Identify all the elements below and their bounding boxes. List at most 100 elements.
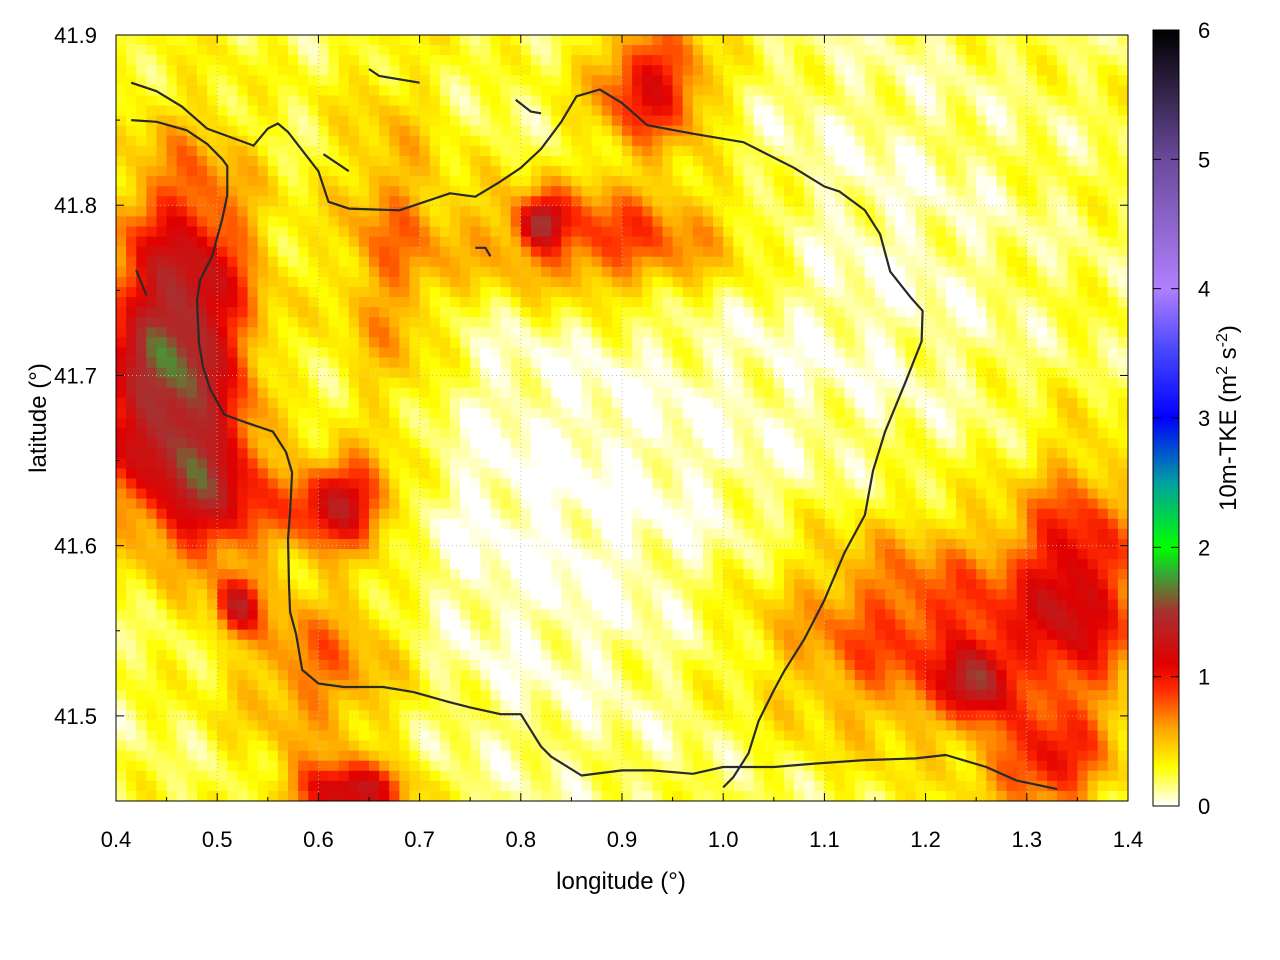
- heatmap-cell: [652, 710, 664, 721]
- heatmap-cell: [622, 327, 633, 338]
- heatmap-cell: [358, 569, 370, 580]
- heatmap-cell: [490, 226, 502, 238]
- heatmap-cell: [480, 55, 492, 66]
- heatmap-cell: [520, 448, 532, 459]
- heatmap-cell: [682, 347, 694, 359]
- heatmap-cell: [338, 639, 350, 651]
- heatmap-cell: [217, 780, 228, 792]
- heatmap-cell: [611, 508, 623, 520]
- heatmap-cell: [733, 629, 745, 641]
- heatmap-cell: [328, 216, 340, 228]
- heatmap-cell: [369, 609, 380, 621]
- heatmap-cell: [146, 438, 158, 449]
- heatmap-cell: [632, 710, 643, 721]
- heatmap-cell: [348, 700, 360, 711]
- heatmap-cell: [510, 720, 522, 732]
- heatmap-cell: [277, 780, 289, 792]
- heatmap-cell: [288, 55, 299, 66]
- heatmap-cell: [773, 528, 785, 540]
- heatmap-cell: [439, 357, 451, 369]
- heatmap-cell: [126, 468, 137, 480]
- heatmap-cell: [116, 186, 127, 197]
- heatmap-cell: [601, 347, 613, 359]
- heatmap-cell: [227, 538, 239, 550]
- heatmap-cell: [419, 549, 431, 560]
- heatmap-cell: [551, 75, 562, 86]
- heatmap-cell: [217, 226, 228, 238]
- heatmap-cell: [136, 790, 147, 801]
- heatmap-cell: [460, 407, 471, 419]
- heatmap-cell: [298, 125, 309, 137]
- heatmap-cell: [348, 377, 360, 389]
- heatmap-cell: [581, 327, 593, 338]
- heatmap-cell: [227, 377, 239, 389]
- heatmap-cell: [642, 790, 653, 801]
- heatmap-cell: [642, 498, 653, 510]
- heatmap-cell: [551, 216, 562, 228]
- heatmap-cell: [176, 105, 188, 117]
- heatmap-cell: [530, 397, 542, 409]
- heatmap-cell: [429, 246, 441, 258]
- heatmap-cell: [146, 538, 158, 550]
- heatmap-cell: [419, 589, 431, 601]
- heatmap-cell: [561, 276, 572, 288]
- heatmap-cell: [672, 690, 684, 701]
- heatmap-cell: [196, 35, 208, 46]
- heatmap-cell: [713, 407, 724, 419]
- heatmap-cell: [581, 720, 593, 732]
- heatmap-cell: [500, 307, 512, 318]
- heatmap-cell: [510, 327, 522, 338]
- heatmap-cell: [136, 629, 147, 641]
- heatmap-cell: [196, 206, 208, 218]
- heatmap-cell: [773, 357, 785, 369]
- heatmap-cell: [713, 85, 724, 97]
- heatmap-cell: [601, 286, 613, 298]
- heatmap-cell: [500, 579, 512, 590]
- heatmap-cell: [439, 327, 451, 338]
- heatmap-cell: [429, 397, 441, 409]
- heatmap-cell: [196, 700, 208, 711]
- heatmap-cell: [328, 327, 340, 338]
- heatmap-cell: [237, 629, 249, 641]
- heatmap-cell: [591, 770, 603, 782]
- heatmap-cell: [217, 438, 228, 449]
- heatmap-cell: [713, 196, 724, 207]
- heatmap-cell: [460, 659, 471, 671]
- heatmap-cell: [257, 549, 269, 560]
- heatmap-cell: [237, 186, 249, 197]
- heatmap-cell: [358, 458, 370, 469]
- heatmap-cell: [449, 35, 461, 46]
- heatmap-cell: [449, 317, 461, 328]
- heatmap-cell: [247, 559, 259, 570]
- heatmap-cell: [116, 377, 127, 389]
- heatmap-cell: [682, 337, 694, 349]
- heatmap-cell: [409, 720, 421, 732]
- heatmap-cell: [439, 367, 451, 379]
- heatmap-cell: [702, 770, 714, 782]
- heatmap-cell: [429, 337, 441, 349]
- heatmap-cell: [460, 307, 471, 318]
- heatmap-cell: [207, 155, 218, 167]
- heatmap-cell: [338, 347, 350, 359]
- heatmap-cell: [591, 549, 603, 560]
- heatmap-cell: [763, 186, 775, 197]
- heatmap-cell: [328, 266, 340, 278]
- heatmap-cell: [348, 206, 360, 218]
- heatmap-cell: [389, 680, 400, 691]
- heatmap-cell: [379, 226, 390, 238]
- heatmap-cell: [166, 498, 178, 510]
- heatmap-cell: [277, 266, 289, 278]
- heatmap-cell: [571, 75, 583, 86]
- heatmap-cell: [541, 609, 552, 621]
- heatmap-cell: [773, 95, 785, 107]
- heatmap-cell: [763, 166, 775, 177]
- heatmap-cell: [753, 589, 765, 601]
- heatmap-cell: [652, 669, 664, 681]
- heatmap-cell: [622, 649, 633, 661]
- heatmap-cell: [318, 145, 330, 157]
- heatmap-cell: [530, 256, 542, 268]
- heatmap-cell: [460, 256, 471, 268]
- heatmap-cell: [318, 357, 330, 369]
- heatmap-cell: [207, 569, 218, 580]
- heatmap-cell: [551, 448, 562, 459]
